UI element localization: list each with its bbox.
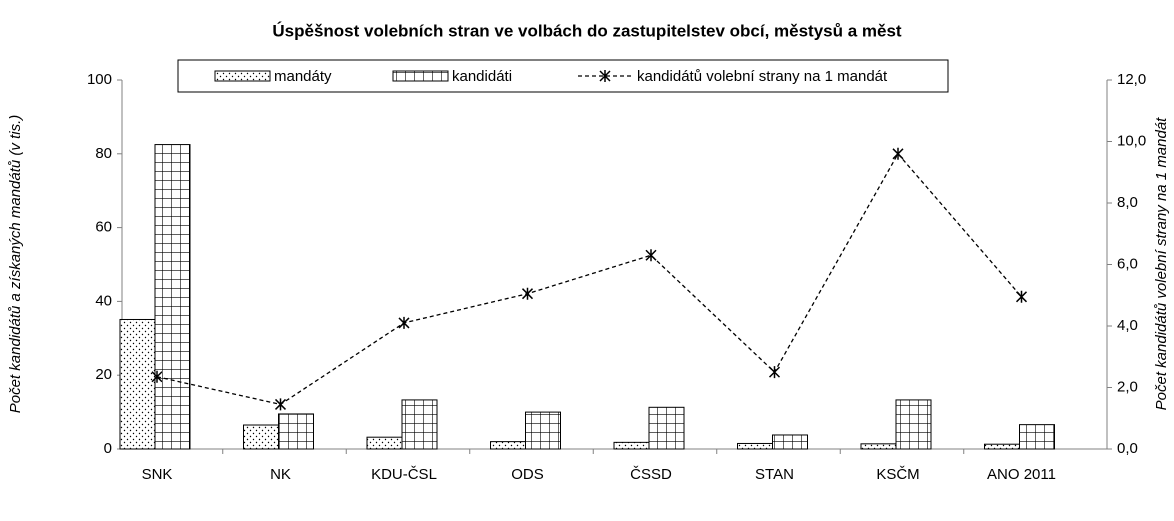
y2-tick-label: 2,0 [1117, 378, 1138, 395]
y2-tick-label: 6,0 [1117, 255, 1138, 272]
line [156, 152, 1022, 406]
y2-tick-label: 4,0 [1117, 317, 1138, 334]
bar [613, 441, 650, 450]
bar [490, 441, 526, 450]
bar [278, 413, 314, 450]
bar [525, 411, 561, 450]
chart-title: Úspěšnost volebních stran ve volbách do … [272, 21, 902, 40]
bar [366, 436, 403, 450]
bar [737, 442, 773, 450]
bar [1019, 424, 1055, 450]
bar [860, 443, 897, 450]
x-tick-label: KSČM [876, 466, 919, 483]
x-tick-label: SNK [142, 466, 173, 483]
x-tick-label: KDU-ČSL [371, 466, 437, 483]
x-tick-label: ANO 2011 [987, 466, 1056, 483]
bar [772, 434, 808, 450]
y-tick-label: 80 [95, 145, 112, 162]
legend-label: mandáty [274, 68, 332, 85]
x-tick-label: STAN [755, 466, 794, 483]
line-marker [768, 366, 781, 379]
x-tick-label: ODS [511, 466, 544, 483]
y2-axis-title: Počet kandidátů volební strany na 1 mand… [1153, 117, 1170, 411]
y-axis-title: Počet kandidátů a získaných mandátů (v t… [7, 115, 24, 413]
legend-marker [599, 70, 611, 82]
legend-label: kandidáti [452, 68, 512, 85]
bar [984, 443, 1020, 450]
line-marker [645, 249, 657, 262]
y-tick-label: 100 [87, 71, 112, 88]
y2-tick-label: 10,0 [1117, 132, 1146, 149]
bar [154, 144, 191, 450]
bar [119, 318, 156, 450]
x-tick-label: ČSSD [630, 466, 672, 483]
legend-swatch [214, 70, 271, 82]
y2-tick-label: 8,0 [1117, 194, 1138, 211]
line-marker [1015, 290, 1028, 303]
bar [243, 424, 279, 450]
y-tick-label: 40 [95, 292, 112, 309]
x-tick-label: NK [270, 466, 291, 483]
line-marker [274, 398, 287, 411]
line-marker [398, 316, 410, 329]
y2-tick-label: 0,0 [1117, 440, 1138, 457]
line-marker [892, 147, 904, 160]
legend-label: kandidátů volební strany na 1 mandát [637, 68, 888, 85]
y2-tick-label: 12,0 [1117, 71, 1146, 88]
line-marker [151, 370, 163, 383]
bar [401, 399, 438, 450]
bar [648, 406, 685, 450]
line-marker [521, 287, 534, 300]
y-tick-label: 60 [95, 219, 112, 236]
y-tick-label: 20 [95, 366, 112, 383]
bar [895, 399, 932, 450]
legend-box [177, 59, 949, 93]
y-tick-label: 0 [104, 440, 112, 457]
legend-swatch [392, 70, 449, 82]
